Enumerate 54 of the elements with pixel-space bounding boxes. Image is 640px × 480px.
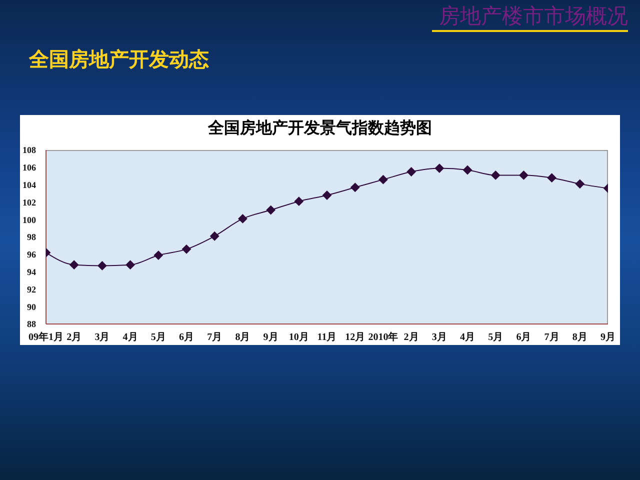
x-tick-label: 6月 [516, 332, 532, 344]
x-tick-label: 4月 [122, 332, 138, 344]
point [238, 214, 248, 224]
y-tick-label: 94 [27, 266, 36, 277]
y-tick-label: 102 [22, 197, 36, 208]
x-tick-label: 12月 [345, 332, 366, 344]
point [266, 206, 276, 215]
point [406, 167, 416, 176]
y-tick-label: 100 [22, 214, 36, 225]
y-tick-label: 90 [27, 302, 36, 312]
point [350, 182, 360, 192]
x-tick-label: 6月 [179, 332, 194, 344]
x-tick-label: 09年1月 [28, 331, 64, 344]
y-tick-label: 88 [27, 319, 36, 330]
point [98, 261, 107, 270]
point [575, 179, 584, 188]
x-tick-label: 10月 [288, 332, 309, 344]
x-tick-label: 3月 [94, 332, 110, 344]
point [70, 260, 79, 270]
text: 房地产楼市市场概况 [438, 4, 628, 30]
chart-title: 全国房地产开发景气指数趋势图 [206, 119, 433, 138]
point [294, 196, 304, 206]
x-tick-label: 2月 [66, 332, 82, 344]
x-tick-label: 7月 [207, 332, 222, 344]
point [491, 170, 500, 180]
x-tick-label: 3月 [432, 332, 447, 344]
x-tick-label: 9月 [263, 332, 278, 344]
point [434, 164, 444, 173]
point [378, 175, 388, 184]
x-tick-label: 4月 [460, 332, 475, 344]
y-tick-label: 98 [27, 232, 36, 242]
y-tick-label: 92 [27, 284, 36, 294]
y-tick-label: 106 [22, 162, 36, 173]
y-tick-label: 108 [22, 145, 36, 156]
point [154, 250, 163, 260]
point [126, 260, 135, 270]
x-tick-label: 11月 [317, 332, 337, 344]
x-tick-label: 5月 [150, 332, 166, 344]
x-tick-label: 7月 [544, 332, 560, 344]
x-tick-label: 8月 [235, 332, 250, 344]
point [463, 166, 472, 175]
point [182, 244, 191, 254]
y-tick-label: 104 [22, 180, 36, 190]
x-tick-label: 9月 [600, 332, 616, 344]
x-tick-label: 8月 [572, 332, 588, 344]
point [210, 232, 220, 241]
text: 全国房地产开发动态 [29, 48, 209, 73]
x-tick-label: 5月 [488, 332, 504, 344]
point [519, 170, 528, 180]
x-tick-label: 2月 [404, 332, 419, 344]
point [547, 173, 556, 182]
point [322, 190, 332, 200]
y-tick-label: 96 [27, 250, 36, 260]
x-tick-label: 2010年 [368, 331, 398, 344]
